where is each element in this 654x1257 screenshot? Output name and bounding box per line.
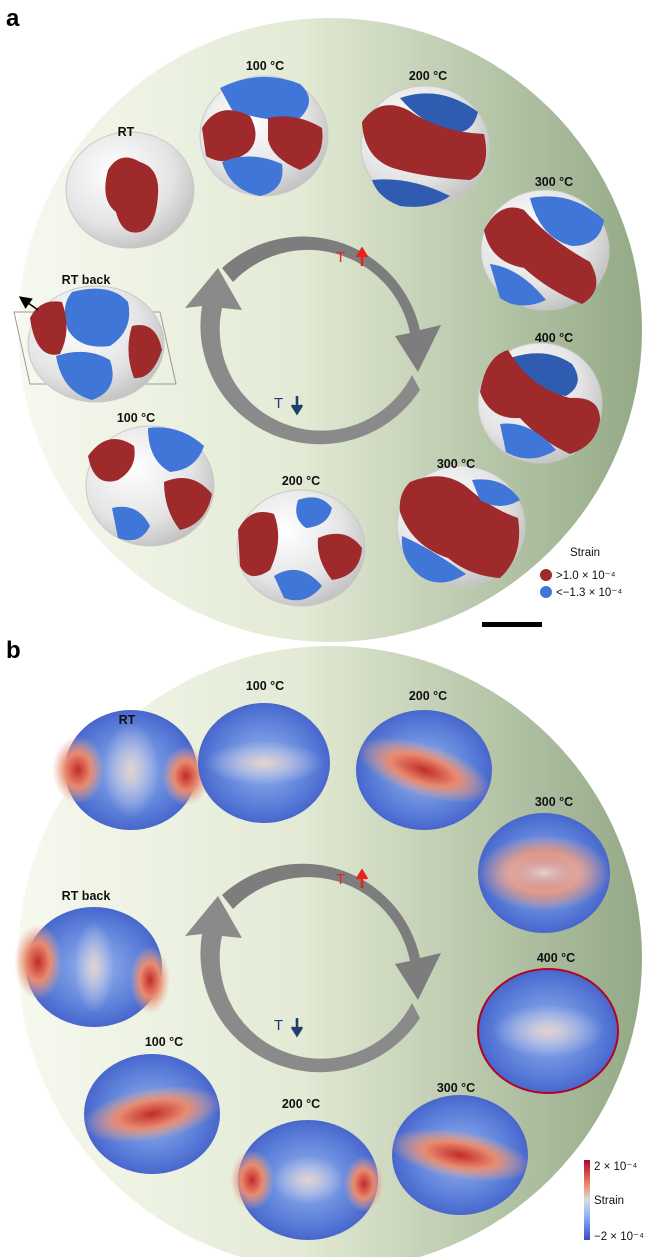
panel-b-colorbar-title: Strain bbox=[594, 1195, 624, 1207]
panel-a-legend-high-label: >1.0 × 10⁻⁴ bbox=[556, 570, 616, 582]
panel-b-cooling-label: T bbox=[274, 1017, 283, 1034]
panel-a-scale-bar bbox=[482, 622, 542, 627]
panel-b-slice-h100 bbox=[198, 703, 330, 823]
panel-a-label-h200: 200 °C bbox=[409, 69, 447, 83]
panel-b-cooling-arrow-icon bbox=[290, 1018, 304, 1038]
panel-a-cooling-arrow-icon bbox=[290, 396, 304, 416]
panel-b-slice-c200 bbox=[230, 1120, 384, 1240]
panel-a-sphere-c300 bbox=[396, 465, 526, 587]
panel-a-sphere-h200 bbox=[360, 85, 490, 207]
panel-b-colorbar-min: −2 × 10⁻⁴ bbox=[594, 1231, 644, 1243]
panel-a-label-h400: 400 °C bbox=[535, 331, 573, 345]
panel-a-label-c200: 200 °C bbox=[282, 474, 320, 488]
panel-b-slice-rt bbox=[52, 710, 210, 830]
panel-b-slice-c300 bbox=[388, 1095, 532, 1215]
panel-a-legend-low-swatch bbox=[540, 586, 552, 598]
panel-b-slice-h300 bbox=[478, 813, 610, 933]
panel-a-label-rt: RT bbox=[118, 125, 135, 139]
panel-b-label-h300: 300 °C bbox=[535, 795, 573, 809]
panel-b-label-c100: 100 °C bbox=[145, 1035, 183, 1049]
panel-a-label-c100: 100 °C bbox=[117, 411, 155, 425]
panel-a-heating-arrow-icon bbox=[355, 246, 369, 266]
panel-b-label-c200: 200 °C bbox=[282, 1097, 320, 1111]
panel-a-legend-title: Strain bbox=[570, 547, 600, 559]
panel-b-label-h400: 400 °C bbox=[537, 951, 575, 965]
panel-a-sphere-rt bbox=[65, 131, 195, 249]
panel-b-heating-arrow-icon bbox=[355, 868, 369, 888]
panel-a-cooling-label: T bbox=[274, 395, 283, 412]
panel-b-slice-h200 bbox=[356, 710, 492, 830]
panel-b-cycle-arrow bbox=[185, 863, 441, 1073]
panel-a-legend-low-label: <−1.3 × 10⁻⁴ bbox=[556, 587, 622, 599]
panel-b-heating-label: T bbox=[336, 871, 345, 888]
panel-b-label-h200: 200 °C bbox=[409, 689, 447, 703]
panel-a-label-h300: 300 °C bbox=[535, 175, 573, 189]
panel-a-label-h100: 100 °C bbox=[246, 59, 284, 73]
panel-a-legend-high-swatch bbox=[540, 569, 552, 581]
panel-b-label-c300: 300 °C bbox=[437, 1081, 475, 1095]
panel-b-slice-h400 bbox=[477, 968, 619, 1094]
panel-b-colorbar bbox=[584, 1160, 590, 1240]
panel-a-sphere-rtback bbox=[13, 285, 177, 403]
panel-b-label-rtback: RT back bbox=[62, 889, 111, 903]
panel-b-label-h100: 100 °C bbox=[246, 679, 284, 693]
panel-a-sphere-h400 bbox=[477, 342, 603, 464]
panel-a-sphere-c200 bbox=[236, 489, 366, 607]
panel-a-sphere-h300 bbox=[480, 189, 610, 311]
panel-a-letter: a bbox=[6, 5, 20, 32]
panel-b-colorbar-max: 2 × 10⁻⁴ bbox=[594, 1161, 637, 1173]
panel-a-heating-label: T bbox=[336, 249, 345, 266]
panel-b-slice-c100 bbox=[82, 1054, 222, 1174]
panel-b-letter: b bbox=[6, 637, 21, 664]
panel-a-sphere-h100 bbox=[199, 75, 329, 197]
panel-a-sphere-c100 bbox=[85, 425, 215, 547]
panel-a-cycle-arrow bbox=[185, 236, 441, 445]
panel-a-label-c300: 300 °C bbox=[437, 457, 475, 471]
panel-b-label-rt: RT bbox=[119, 713, 136, 727]
panel-b-slice-rtback bbox=[14, 907, 170, 1027]
panel-a-label-rtback: RT back bbox=[62, 273, 111, 287]
